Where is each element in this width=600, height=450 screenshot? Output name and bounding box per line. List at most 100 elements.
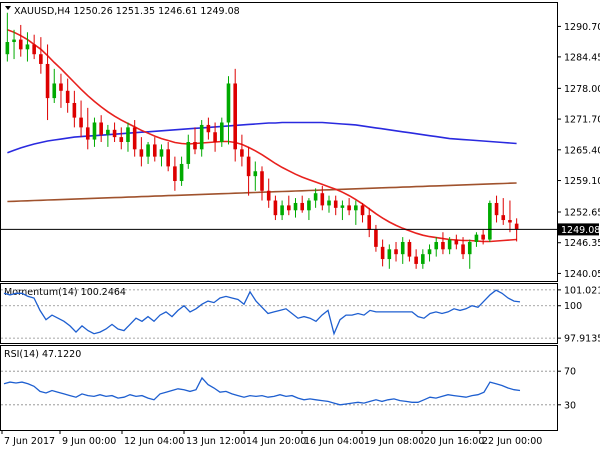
rsi-line <box>3 376 521 406</box>
candle-body <box>400 241 405 255</box>
triangle-down-icon[interactable] <box>5 6 11 10</box>
candle-body <box>461 244 465 255</box>
candle-body <box>219 122 224 142</box>
candle-body <box>18 39 23 50</box>
price-tick-label: 1290.70 <box>564 22 600 33</box>
candle-body <box>494 202 499 216</box>
price-tick-label: 1246.35 <box>564 238 600 249</box>
candle-body <box>447 239 452 250</box>
price-tick-label: 1278.00 <box>564 84 600 95</box>
time-x-axis: 7 Jun 2017 9 Jun 00:00 12 Jun 04:00 13 Jun … <box>1 430 542 447</box>
candle-body <box>313 193 318 201</box>
candle-body <box>266 190 271 201</box>
candle-body <box>280 205 284 216</box>
current-price-badge-label: 1249.08 <box>561 225 600 236</box>
candlesticks <box>5 12 519 269</box>
candle-body <box>273 200 278 216</box>
candle-body <box>253 171 258 177</box>
momentum-y-axis: 101.0217 100 97.9135 <box>1 285 600 345</box>
candle-body <box>233 83 237 150</box>
candle-body <box>132 127 137 150</box>
candle-body <box>45 63 50 99</box>
candle-body <box>79 117 83 128</box>
rsi-header: RSI(14) 47.1220 <box>4 349 81 360</box>
candle-body <box>193 142 197 150</box>
time-tick-label: 22 Jun 00:00 <box>482 436 542 447</box>
candle-body <box>467 241 472 255</box>
candle-body <box>152 144 157 157</box>
candle-body <box>327 200 331 206</box>
candle-body <box>199 124 204 150</box>
candle-body <box>260 171 264 191</box>
price-tick-label: 1240.05 <box>564 269 600 280</box>
momentum-line <box>3 289 521 336</box>
rsi-series <box>3 376 521 406</box>
price-tick-label: 1259.10 <box>564 176 600 187</box>
current-price-line: 1249.08 <box>1 223 600 236</box>
candle-body <box>85 127 90 140</box>
candle-body <box>427 249 432 255</box>
time-tick-label: 14 Jun 20:00 <box>246 436 306 447</box>
candle-body <box>421 254 425 264</box>
candle-body <box>481 234 485 240</box>
candle-body <box>246 156 251 177</box>
price-tick-label: 1284.45 <box>564 52 600 63</box>
candle-body <box>354 205 358 211</box>
price-y-axis: 1290.70 1284.45 1278.00 1271.70 1265.40 1259.… <box>557 22 600 280</box>
momentum-tick-label: 100 <box>564 301 582 312</box>
candle-body <box>380 246 385 260</box>
candle-body <box>112 129 117 138</box>
candle-body <box>126 127 130 142</box>
candle-body <box>508 220 512 223</box>
candle-body <box>92 122 97 140</box>
candle-body <box>307 200 311 211</box>
candle-body <box>99 122 103 135</box>
candle-body <box>5 42 10 55</box>
momentum-tick-label: 101.0217 <box>564 285 600 296</box>
time-tick-label: 16 Jun 04:00 <box>304 436 364 447</box>
candle-body <box>414 256 418 264</box>
candle-body <box>32 44 36 55</box>
rsi-tick-label: 70 <box>564 367 576 378</box>
candle-body <box>106 129 110 135</box>
time-tick-label: 7 Jun 2017 <box>4 436 55 447</box>
mid-moving-average <box>7 121 517 154</box>
candle-body <box>240 149 244 157</box>
time-tick-label: 13 Jun 12:00 <box>186 436 246 447</box>
momentum-tick-label: 97.9135 <box>564 334 600 345</box>
candle-body <box>59 83 63 91</box>
momentum-header: Momentum(14) 100.2464 <box>4 287 126 298</box>
candle-body <box>300 202 305 211</box>
candle-body <box>173 166 177 182</box>
price-panel-frame <box>0 2 558 282</box>
candle-body <box>387 249 392 260</box>
rsi-tick-label: 30 <box>564 400 576 411</box>
price-tick-label: 1271.70 <box>564 115 600 126</box>
candle-body <box>360 205 365 216</box>
candle-body <box>514 223 519 230</box>
price-tick-label: 1265.40 <box>564 145 600 156</box>
candle-body <box>501 215 506 221</box>
candle-body <box>340 205 345 208</box>
momentum-series <box>3 289 521 336</box>
momentum-panel-frame <box>0 283 558 344</box>
price-header: XAUUSD,H4 1250.26 1251.35 1246.61 1249.0… <box>14 6 240 17</box>
time-tick-label: 19 Jun 08:00 <box>364 436 424 447</box>
candle-body <box>287 205 291 211</box>
candle-body <box>441 241 445 250</box>
candle-body <box>206 124 211 133</box>
candle-body <box>159 149 164 157</box>
candle-body <box>39 54 43 64</box>
candle-body <box>52 83 57 99</box>
candle-body <box>407 241 412 257</box>
price-tick-label: 1252.65 <box>564 207 600 218</box>
candle-body <box>186 142 191 164</box>
candle-body <box>474 234 479 242</box>
fast-moving-average <box>7 29 517 243</box>
candle-body <box>146 144 150 157</box>
candle-body <box>367 215 372 230</box>
time-tick-label: 20 Jun 16:00 <box>424 436 484 447</box>
candle-body <box>213 132 217 142</box>
candle-body <box>374 229 378 247</box>
